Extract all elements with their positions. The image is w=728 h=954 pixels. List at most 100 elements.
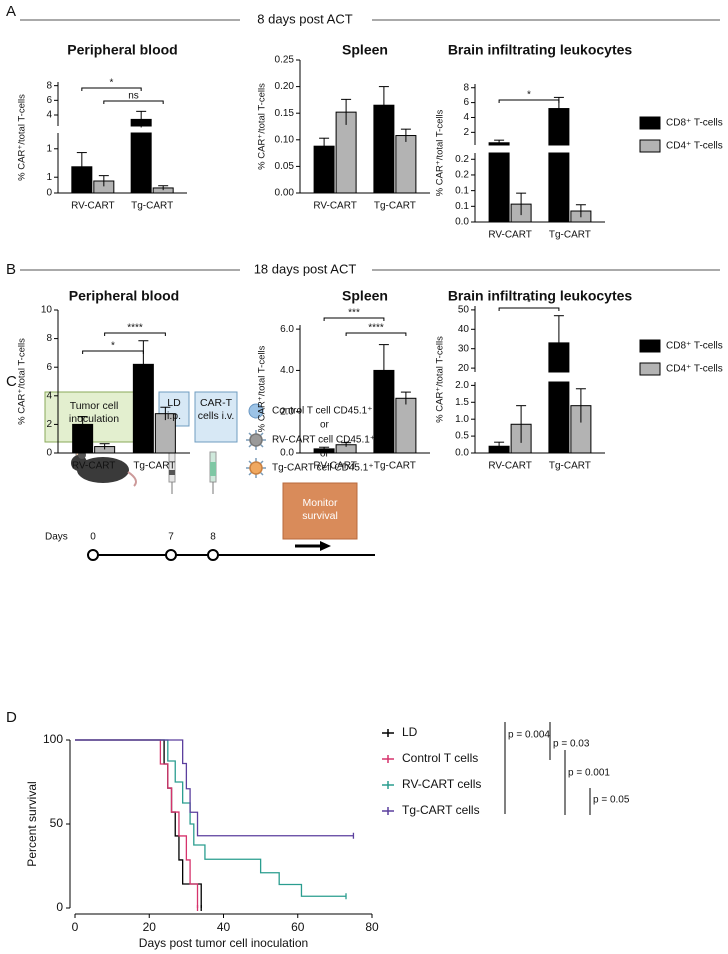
panel-label: A bbox=[6, 3, 16, 20]
bar bbox=[548, 381, 570, 454]
bar bbox=[548, 152, 570, 223]
y-tick-label: 0.05 bbox=[275, 161, 295, 172]
y-tick-label: 1 bbox=[46, 143, 52, 154]
timeline-dot bbox=[207, 549, 219, 561]
legend-label: Tg-CART cells bbox=[402, 803, 480, 817]
y-tick-label: 0.15 bbox=[275, 108, 295, 119]
ld-box-text: LD i.p. bbox=[166, 397, 181, 422]
y-tick-label: 30 bbox=[458, 343, 470, 354]
sig-label: ns bbox=[128, 91, 139, 102]
legend-label: CD8⁺ T-cells bbox=[666, 118, 723, 129]
y-tick-label: 2.0 bbox=[280, 406, 294, 417]
chart-title: Spleen bbox=[342, 42, 388, 58]
cell-label: RV-CART cell CD45.1⁺ bbox=[272, 435, 375, 446]
error-bar bbox=[553, 315, 564, 371]
panel-header: 8 days post ACT bbox=[257, 11, 352, 26]
sig-bracket bbox=[104, 332, 166, 336]
sig-bracket bbox=[82, 350, 144, 354]
survival-line bbox=[75, 739, 347, 897]
x-tick-label: 60 bbox=[291, 920, 305, 934]
y-tick-label: 0.1 bbox=[455, 201, 469, 212]
y-tick-label: 50 bbox=[50, 816, 64, 830]
monitor-box bbox=[282, 482, 358, 540]
y-tick-label: 0.2 bbox=[455, 154, 469, 165]
p-brackets bbox=[504, 722, 591, 815]
x-tick-label: 0 bbox=[72, 920, 79, 934]
legend-label: RV-CART cells bbox=[402, 777, 481, 791]
legend-label: CD4⁺ T-cells bbox=[666, 364, 723, 375]
y-tick-label: 0.25 bbox=[275, 55, 295, 66]
y-tick-label: 6 bbox=[463, 97, 469, 108]
y-tick-label: 0.5 bbox=[455, 431, 469, 442]
sig-label: **** bbox=[127, 323, 143, 334]
panel-label: C bbox=[6, 373, 17, 390]
x-tick-label: Tg-CART bbox=[374, 201, 416, 212]
x-tick-label: Tg-CART bbox=[374, 461, 416, 472]
syringe bbox=[168, 451, 176, 494]
panel-header: 18 days post ACT bbox=[254, 261, 357, 276]
y-tick-label: 100 bbox=[43, 732, 63, 746]
y-tick-label: 8 bbox=[46, 333, 52, 344]
x-tick-label: RV-CART bbox=[488, 461, 532, 472]
cart-box-text: CAR-T cells i.v. bbox=[197, 397, 235, 422]
y-tick-label: 0.10 bbox=[275, 134, 295, 145]
error-bar bbox=[341, 442, 352, 447]
survival-line bbox=[75, 739, 354, 837]
sig-bracket bbox=[498, 307, 560, 311]
x-tick-label: 40 bbox=[217, 920, 231, 934]
error-bar bbox=[494, 139, 505, 146]
bar bbox=[130, 132, 152, 194]
y-axis-label: % CAR⁺/total T-cells bbox=[435, 109, 446, 196]
y-tick-label: 6 bbox=[46, 95, 52, 106]
tumor-box-text: Tumor cell inoculation bbox=[68, 400, 120, 425]
x-tick-label: RV-CART bbox=[313, 461, 357, 472]
chart-title: Peripheral blood bbox=[67, 42, 177, 58]
y-tick-label: 50 bbox=[458, 305, 470, 316]
p-value: p = 0.001 bbox=[568, 768, 610, 779]
y-tick-label: 0.20 bbox=[275, 81, 295, 92]
chart-title: Spleen bbox=[342, 288, 388, 304]
p-value: p = 0.05 bbox=[593, 795, 630, 806]
sig-label: * bbox=[527, 298, 531, 309]
cell-label: or bbox=[320, 449, 330, 460]
y-tick-label: 6.0 bbox=[280, 324, 294, 335]
y-tick-label: 6 bbox=[46, 362, 52, 373]
x-tick-label: 80 bbox=[365, 920, 379, 934]
sig-bracket bbox=[323, 317, 385, 321]
bar bbox=[395, 397, 417, 454]
y-tick-label: 1.5 bbox=[455, 397, 469, 408]
cell-icon bbox=[246, 430, 266, 450]
error-bar bbox=[158, 185, 169, 191]
tumor-box bbox=[44, 391, 144, 443]
y-tick-label: 0.0 bbox=[455, 217, 469, 228]
y-tick-label: 10 bbox=[41, 305, 53, 316]
error-bar bbox=[516, 192, 527, 216]
cell-icon bbox=[246, 458, 266, 478]
y-tick-label: 4 bbox=[46, 110, 52, 121]
error-bar bbox=[494, 441, 505, 451]
sig-bracket bbox=[103, 100, 164, 104]
day-label: 7 bbox=[168, 532, 174, 543]
timeline-label: Days bbox=[45, 532, 68, 543]
legend-swatch bbox=[639, 339, 661, 353]
y-tick-label: 0.0 bbox=[455, 448, 469, 459]
day-label: 8 bbox=[210, 532, 216, 543]
chart-title: Peripheral blood bbox=[69, 288, 179, 304]
chart-title: Brain infiltrating leukocytes bbox=[448, 42, 633, 58]
timeline-dot bbox=[165, 549, 177, 561]
y-tick-label: 8 bbox=[463, 82, 469, 93]
cart-box bbox=[194, 391, 238, 443]
x-tick-label: Tg-CART bbox=[131, 201, 173, 212]
timeline-dot bbox=[87, 549, 99, 561]
error-bar bbox=[575, 388, 586, 423]
y-tick-label: 2.0 bbox=[455, 380, 469, 391]
y-axis-label: % CAR⁺/total T-cells bbox=[17, 94, 28, 181]
sig-label: *** bbox=[348, 308, 360, 319]
error-bar bbox=[341, 98, 352, 125]
x-tick-label: Tg-CART bbox=[133, 461, 175, 472]
p-value: p = 0.004 bbox=[508, 730, 550, 741]
x-tick-label: 20 bbox=[143, 920, 157, 934]
sig-label: **** bbox=[368, 323, 384, 334]
sig-label: * bbox=[111, 341, 115, 352]
